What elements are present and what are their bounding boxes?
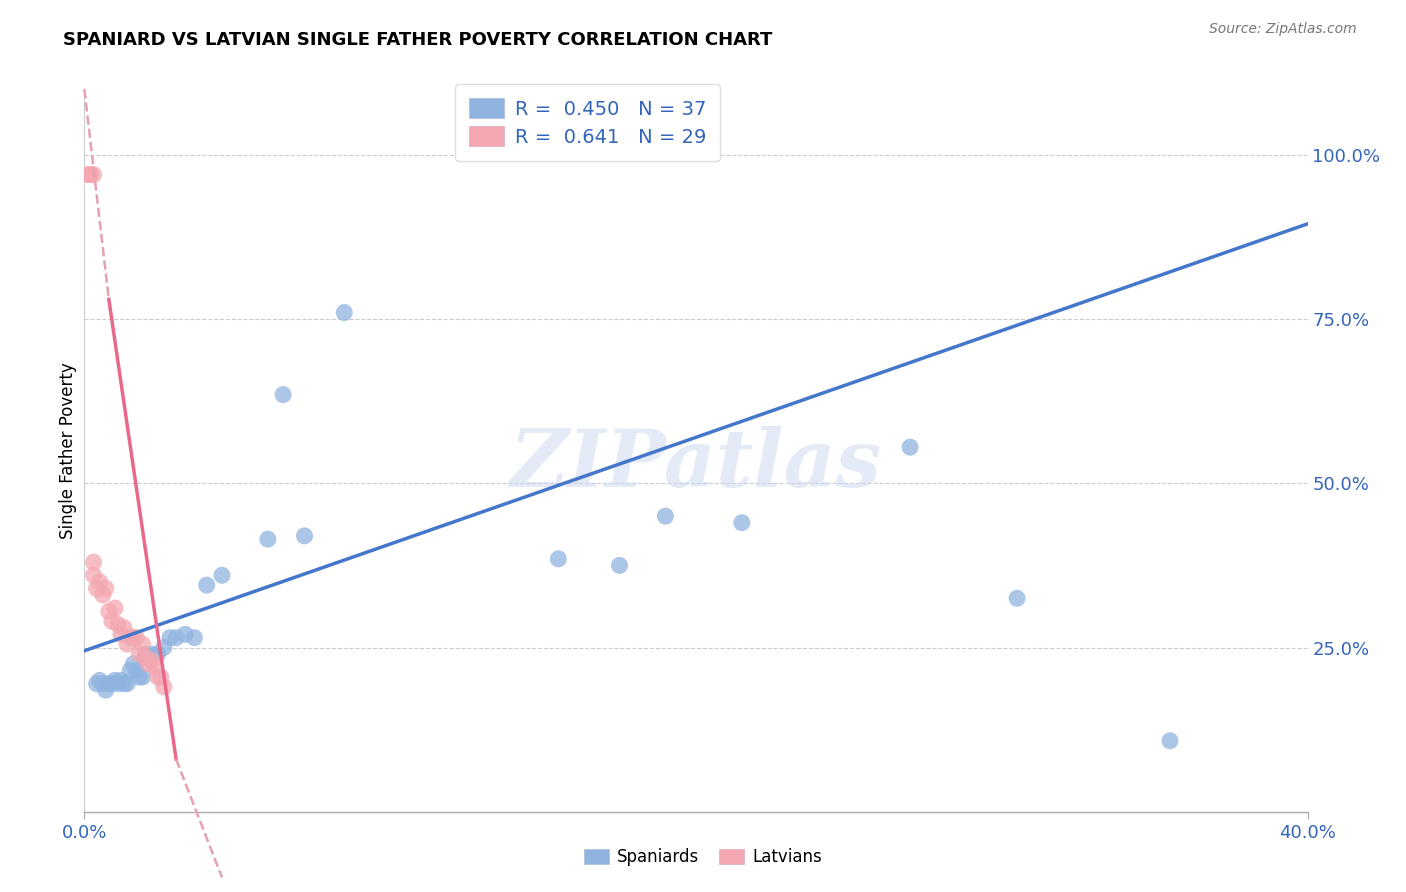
Point [89, 673, 111, 688]
Point [101, 614, 124, 628]
Point [146, 670, 169, 684]
Point [257, 532, 280, 546]
Point [107, 676, 129, 690]
Point [125, 664, 148, 678]
Point [131, 670, 153, 684]
Point [174, 627, 197, 641]
Point [120, 631, 142, 645]
Point [83, 168, 105, 182]
Point [79, 168, 101, 182]
Point [294, 529, 316, 543]
Point [91, 588, 114, 602]
Y-axis label: Single Father Poverty: Single Father Poverty [59, 362, 77, 539]
Point [128, 647, 150, 661]
Point [97, 676, 120, 690]
Point [107, 617, 129, 632]
Point [131, 637, 153, 651]
Point [97, 604, 120, 618]
Point [83, 555, 105, 569]
Point [110, 673, 132, 688]
Point [333, 305, 356, 319]
Text: Source: ZipAtlas.com: Source: ZipAtlas.com [1209, 22, 1357, 37]
Point [159, 631, 181, 645]
Point [89, 574, 111, 589]
Point [135, 650, 157, 665]
Point [104, 601, 127, 615]
Point [86, 676, 108, 690]
Point [271, 387, 294, 401]
Point [731, 516, 754, 530]
Point [141, 654, 163, 668]
Point [211, 568, 233, 582]
Point [120, 664, 142, 678]
Point [195, 578, 218, 592]
Point [94, 683, 117, 698]
Text: SPANIARD VS LATVIAN SINGLE FATHER POVERTY CORRELATION CHART: SPANIARD VS LATVIAN SINGLE FATHER POVERT… [63, 31, 773, 49]
Point [122, 657, 145, 671]
Point [110, 627, 132, 641]
Point [1005, 591, 1028, 606]
Point [112, 676, 135, 690]
Point [149, 670, 172, 684]
Point [138, 657, 160, 671]
Point [86, 582, 108, 596]
Point [83, 568, 105, 582]
Point [76, 168, 98, 182]
Point [1159, 733, 1181, 747]
Point [91, 676, 114, 690]
Legend: Spaniards, Latvians: Spaniards, Latvians [576, 842, 830, 873]
Point [128, 670, 150, 684]
Point [153, 680, 176, 694]
Point [125, 631, 148, 645]
Point [115, 637, 138, 651]
Point [165, 631, 187, 645]
Point [609, 558, 631, 573]
Point [135, 647, 157, 661]
Point [898, 440, 921, 454]
Point [141, 647, 163, 661]
Point [146, 647, 169, 661]
Point [79, 168, 101, 182]
Point [143, 660, 166, 674]
Point [112, 621, 135, 635]
Point [153, 640, 176, 655]
Point [94, 582, 117, 596]
Point [547, 551, 569, 566]
Point [183, 631, 205, 645]
Point [122, 631, 145, 645]
Text: ZIPatlas: ZIPatlas [510, 426, 882, 504]
Point [115, 676, 138, 690]
Point [104, 673, 127, 688]
Legend: R =  0.450   N = 37, R =  0.641   N = 29: R = 0.450 N = 37, R = 0.641 N = 29 [456, 85, 720, 161]
Point [101, 676, 124, 690]
Point [654, 509, 676, 524]
